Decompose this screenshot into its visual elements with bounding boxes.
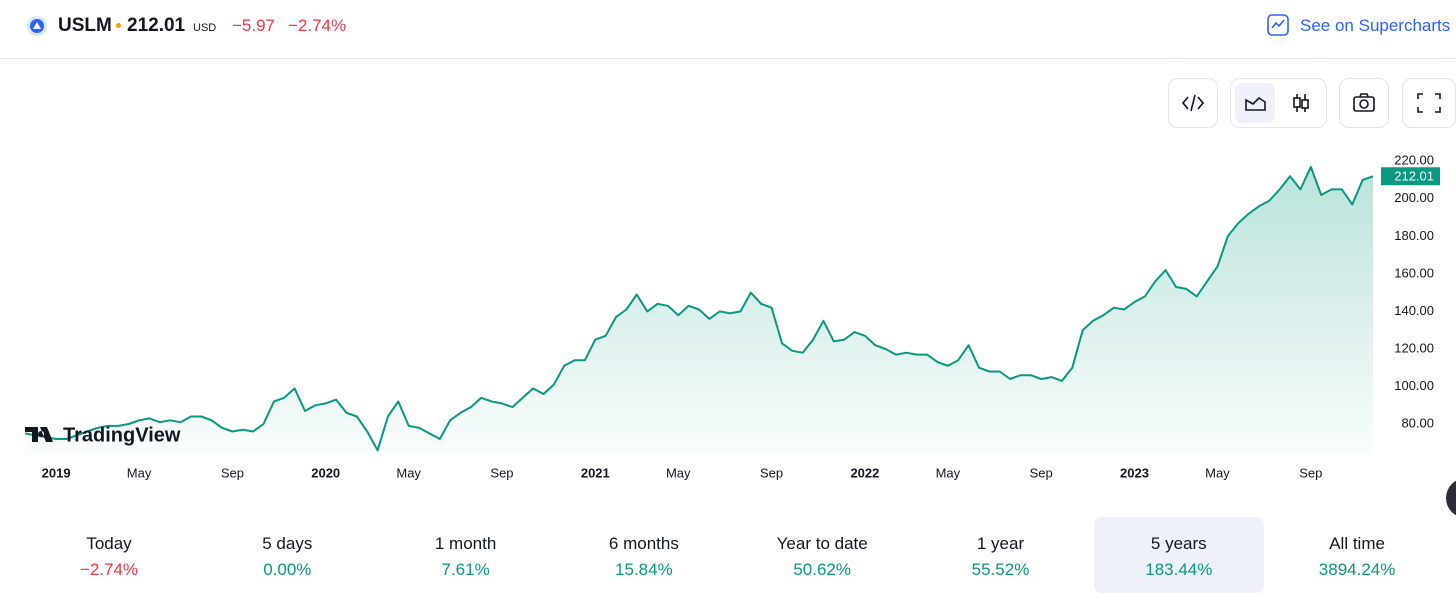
period-change: 7.61% xyxy=(441,560,490,579)
status-dot xyxy=(116,23,121,28)
x-tick-label: 2023 xyxy=(1120,465,1149,480)
period-button[interactable]: 1 month 7.61% xyxy=(381,517,551,593)
symbol-logo xyxy=(27,16,47,36)
y-tick-label: 100.00 xyxy=(1394,378,1434,393)
candle-style-button[interactable] xyxy=(1281,83,1321,123)
period-change: 50.62% xyxy=(793,560,852,579)
period-change: 0.00% xyxy=(263,560,312,579)
y-tick-label: 120.00 xyxy=(1394,340,1434,355)
period-change: 55.52% xyxy=(971,560,1030,579)
chart-style-buttons xyxy=(1230,78,1327,128)
y-tick-label: 220.00 xyxy=(1394,153,1434,168)
symbol[interactable]: USLM xyxy=(58,15,112,36)
y-tick-label: 160.00 xyxy=(1394,265,1434,280)
fullscreen-button[interactable] xyxy=(1402,78,1456,128)
x-tick-label: Sep xyxy=(221,465,244,480)
watermark-text: TradingView xyxy=(63,424,181,446)
area-style-button[interactable] xyxy=(1235,83,1275,123)
y-tick-label: 140.00 xyxy=(1394,303,1434,318)
change-percent: −2.74% xyxy=(288,16,347,35)
period-label: All time xyxy=(1329,534,1385,553)
x-tick-label: Sep xyxy=(1030,465,1053,480)
header: USLM 212.01 USD −5.97 −2.74% See on Supe… xyxy=(0,0,1456,59)
last-price-label: 212.01 xyxy=(1394,169,1434,184)
period-change: −2.74% xyxy=(79,560,139,579)
x-tick-label: 2020 xyxy=(311,465,340,480)
x-tick-label: 2022 xyxy=(850,465,879,480)
period-label: Year to date xyxy=(776,534,868,553)
y-tick-label: 200.00 xyxy=(1394,190,1434,205)
x-tick-label: Sep xyxy=(490,465,513,480)
x-tick-label: May xyxy=(396,465,421,480)
period-button[interactable]: 1 year 55.52% xyxy=(916,517,1086,593)
period-button[interactable]: 6 months 15.84% xyxy=(559,517,729,593)
period-button[interactable]: Year to date 50.62% xyxy=(737,517,907,593)
chart: 80.00 100.00 120.00 140.00 160.00 180.00 200.0… xyxy=(24,153,1440,480)
x-tick-label: May xyxy=(127,465,152,480)
x-tick-label: Sep xyxy=(760,465,783,480)
period-change: 15.84% xyxy=(615,560,673,579)
period-label: 1 month xyxy=(434,534,497,553)
scroll-button[interactable] xyxy=(1446,478,1456,518)
period-button[interactable]: Today −2.74% xyxy=(24,517,194,593)
x-tick-label: May xyxy=(666,465,691,480)
period-button[interactable]: All time 3894.24% xyxy=(1272,517,1442,593)
period-label: 1 year xyxy=(976,534,1025,553)
price-line xyxy=(24,165,1374,452)
period-button[interactable]: 5 days 0.00% xyxy=(202,517,372,593)
period-label: 6 months xyxy=(608,534,679,553)
area-fill xyxy=(25,166,1373,455)
period-label: 5 years xyxy=(1150,534,1207,553)
embed-button[interactable] xyxy=(1168,78,1218,128)
snapshot-button[interactable] xyxy=(1339,78,1389,128)
change: −5.97 xyxy=(232,16,276,35)
period-button[interactable]: 5 years 183.44% xyxy=(1093,517,1264,593)
supercharts-link[interactable]: See on Supercharts xyxy=(1300,16,1451,35)
period-label: 5 days xyxy=(262,534,313,553)
period-change: 183.44% xyxy=(1145,560,1213,579)
x-tick-label: May xyxy=(1205,465,1230,480)
y-tick-label: 80.00 xyxy=(1401,415,1434,430)
currency: USD xyxy=(193,22,217,34)
supercharts-icon[interactable] xyxy=(1267,14,1289,36)
watermark: TradingView xyxy=(25,424,181,446)
y-tick-label: 180.00 xyxy=(1394,228,1434,243)
x-tick-label: Sep xyxy=(1299,465,1322,480)
x-tick-label: 2021 xyxy=(581,465,610,480)
period-label: Today xyxy=(86,534,132,553)
period-change: 3894.24% xyxy=(1318,560,1396,579)
price: 212.01 xyxy=(127,15,186,36)
x-tick-label: May xyxy=(936,465,961,480)
last-price-tag xyxy=(1381,167,1440,186)
x-tick-label: 2019 xyxy=(42,465,71,480)
